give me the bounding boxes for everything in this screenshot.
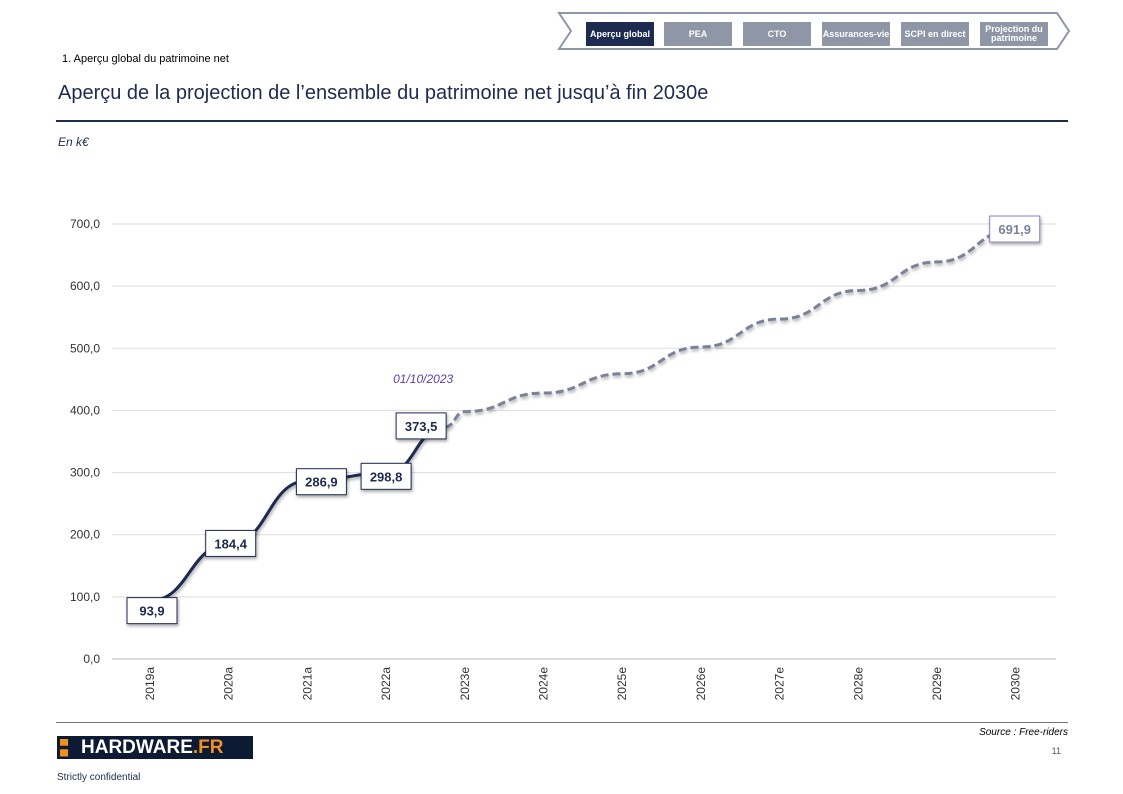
x-tick-label: 2028e [851,667,865,701]
date-annotation: 01/10/2023 [393,372,453,386]
data-label: 286,9 [305,475,338,490]
x-tick-label: 2022a [379,667,393,701]
x-tick-label: 2021a [300,667,314,701]
y-tick-label: 500,0 [70,341,100,355]
line-chart: 0,0 100,0 200,0 300,0 400,0 500,0 600,0 700,0 20… [70,215,1056,701]
y-tick-label: 400,0 [70,403,100,417]
y-tick-label: 300,0 [70,466,100,480]
section-label: 1. Aperçu global du patrimoine net [62,53,229,65]
x-tick-label: 2020a [222,667,236,701]
confidential-note: Strictly confidential [57,772,141,783]
x-tick-label: 2029e [930,667,944,701]
nav-projection[interactable]: Projection du patrimoine [980,22,1048,46]
data-label-box [360,462,412,490]
historical-line [149,425,446,603]
logo-suffix: .FR [192,736,224,758]
logo-icon [60,738,69,757]
nav-cto[interactable]: CTO [743,22,811,46]
data-label: 298,8 [370,469,403,484]
y-tick-label: 100,0 [70,590,100,604]
data-label-box [989,215,1041,243]
x-tick-label: 2024e [537,667,551,701]
data-label-box [395,412,447,440]
section-nav: Aperçu global PEA CTO Assurances-vie SCP… [557,10,1072,52]
data-label: 184,4 [214,536,247,551]
hardware-fr-logo: HARDWARE .FR [57,736,253,759]
x-tick-label: 2027e [773,667,787,701]
source-note: Source : Free-riders [979,727,1068,738]
page-title: Aperçu de la projection de l’ensemble du… [58,82,709,104]
unit-label: En k€ [58,135,89,149]
nav-scpi[interactable]: SCPI en direct [901,22,969,46]
projection-line [444,227,1016,429]
nav-assurances-vie[interactable]: Assurances-vie [822,22,890,46]
y-tick-label: 700,0 [70,217,100,231]
page-number: 11 [1051,746,1061,756]
nav-pea[interactable]: PEA [664,22,732,46]
x-tick-label: 2026e [694,667,708,701]
x-tick-label: 2019a [143,667,157,701]
y-tick-label: 200,0 [70,528,100,542]
data-label: 93,9 [139,604,164,619]
data-label: 691,9 [998,222,1031,237]
x-tick-label: 2025e [615,667,629,701]
x-tick-label: 2023e [458,667,472,701]
x-tick-label: 2030e [1009,667,1023,701]
footer-divider [56,722,1068,723]
data-label-box [295,468,347,496]
data-label-box [205,529,257,557]
data-label: 373,5 [405,419,438,434]
logo-main: HARDWARE [81,736,193,758]
data-label-box [126,597,178,625]
title-divider [56,120,1068,122]
y-tick-label: 600,0 [70,279,100,293]
y-tick-label: 0,0 [83,652,100,666]
nav-apercu-global[interactable]: Aperçu global [586,22,654,46]
